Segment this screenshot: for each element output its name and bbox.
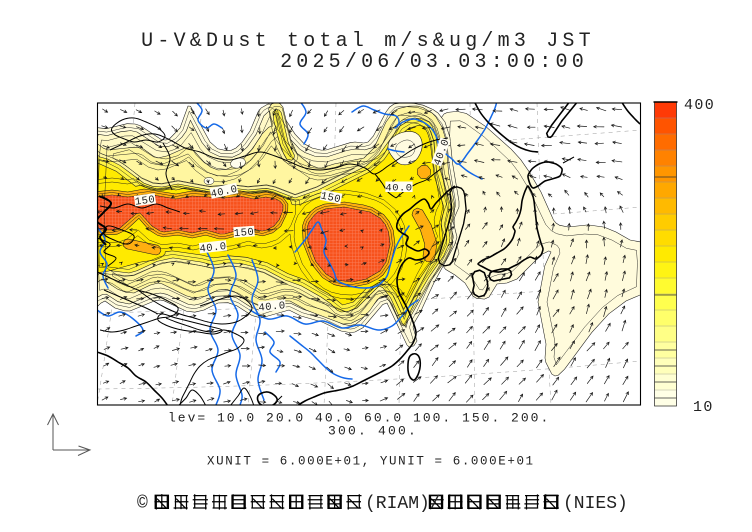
svg-text:U-V&Dust total m/s&ug/m3 JST: U-V&Dust total m/s&ug/m3 JST [141, 30, 595, 53]
svg-text:40.0: 40.0 [385, 182, 412, 194]
svg-text:lev= 10.0 20.0 40.0 60.0 100.: lev= 10.0 20.0 40.0 60.0 100. 150. 200. [168, 411, 550, 426]
svg-text:40.0: 40.0 [199, 241, 227, 256]
svg-text:40.0: 40.0 [258, 300, 286, 314]
svg-text:400: 400 [684, 97, 715, 114]
svg-text:150: 150 [234, 227, 255, 240]
svg-text:©: © [137, 494, 148, 514]
svg-text:2025/06/03.03:00:00: 2025/06/03.03:00:00 [280, 51, 588, 74]
svg-text:(RIAM)/: (RIAM)/ [365, 494, 441, 514]
svg-text:150: 150 [319, 190, 341, 206]
svg-text:XUNIT = 6.000E+01, YUNIT = 6.0: XUNIT = 6.000E+01, YUNIT = 6.000E+01 [207, 455, 535, 469]
svg-text:40.0: 40.0 [210, 184, 239, 201]
svg-text:150: 150 [134, 194, 156, 209]
svg-text:(NIES): (NIES) [563, 494, 628, 514]
svg-text:300. 400.: 300. 400. [328, 424, 418, 439]
svg-text:10: 10 [693, 399, 714, 416]
